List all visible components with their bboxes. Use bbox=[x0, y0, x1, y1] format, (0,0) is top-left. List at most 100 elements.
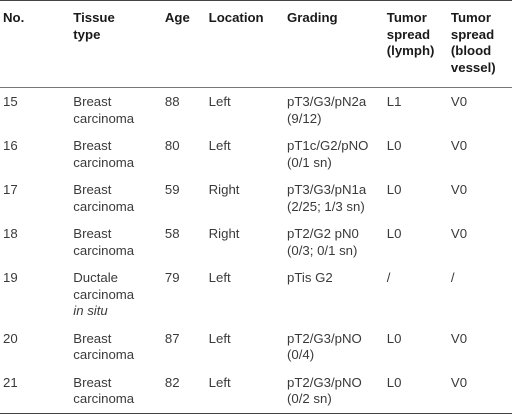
cell-location-value: Left bbox=[208, 270, 231, 285]
header-lymph-line: (lymph) bbox=[386, 43, 435, 58]
cell-tissue: Breast carcinoma bbox=[73, 220, 165, 264]
cell-no: 20 bbox=[0, 325, 73, 369]
cell-tissue-line: carcinoma bbox=[73, 391, 135, 406]
cell-location: Left bbox=[209, 264, 287, 325]
cell-grading: pT2/G3/pNO (0/2 sn) bbox=[287, 369, 387, 414]
cell-location-value: Left bbox=[208, 94, 231, 109]
cell-tissue-line: in situ bbox=[73, 303, 108, 318]
cell-lymph-value: L0 bbox=[386, 226, 402, 241]
cell-age: 58 bbox=[165, 220, 209, 264]
cell-tissue: Breast carcinoma bbox=[73, 176, 165, 220]
cell-no-value: 18 bbox=[3, 226, 18, 241]
cell-vessel-value: V0 bbox=[450, 94, 468, 109]
table-row: 19 Ductale carcinoma in situ 79 Left pTis G2// bbox=[0, 264, 512, 325]
header-tissue-line: type bbox=[73, 26, 101, 42]
cell-tissue-line: Breast bbox=[73, 182, 112, 197]
header-grading-label: Grading bbox=[287, 10, 338, 25]
cell-no-value: 20 bbox=[3, 330, 18, 346]
header-vessel-line: (blood bbox=[450, 43, 492, 58]
cell-lymph-value: L1 bbox=[386, 94, 402, 109]
cell-age-value: 88 bbox=[164, 94, 180, 109]
cell-vessel-value: / bbox=[450, 270, 455, 285]
cell-age: 59 bbox=[165, 176, 209, 220]
cell-lymph-value: / bbox=[386, 270, 391, 285]
cell-age-value: 87 bbox=[164, 330, 180, 346]
cell-location: Right bbox=[209, 220, 287, 264]
cell-lymph-value: L0 bbox=[386, 182, 402, 197]
cell-age-value: 82 bbox=[164, 374, 180, 390]
cell-grading: pT3/G3/pN2a (9/12) bbox=[287, 88, 387, 133]
cell-tissue-line: carcinoma bbox=[73, 286, 135, 302]
cell-grading-line: pT2/G3/pNO bbox=[287, 330, 362, 346]
cell-lymph: / bbox=[387, 264, 451, 325]
cell-age-value: 80 bbox=[164, 138, 180, 153]
header-grading: Grading bbox=[287, 1, 387, 88]
cell-no-value: 19 bbox=[3, 270, 18, 285]
cell-tissue: Breast carcinoma bbox=[73, 132, 165, 176]
header-no: No. bbox=[0, 1, 73, 88]
cell-tissue-line: carcinoma bbox=[73, 347, 135, 362]
cell-tissue-line: Breast bbox=[73, 94, 112, 109]
cell-no: 19 bbox=[0, 264, 73, 325]
cell-grading-line: pT3/G3/pN1a bbox=[287, 182, 367, 197]
cell-tissue-line: Ductale bbox=[73, 270, 118, 285]
table-row: 18 Breast carcinoma 58 Right pT2/G2 pN0 (0/3; … bbox=[0, 220, 512, 264]
cell-no-value: 21 bbox=[3, 374, 18, 390]
cell-tissue: Ductale carcinoma in situ bbox=[73, 264, 165, 325]
cell-age-value: 79 bbox=[164, 270, 180, 285]
cell-age: 88 bbox=[165, 88, 209, 133]
header-row: No. Tissue type Age Location Grading Tum… bbox=[0, 0, 512, 88]
header-tissue-line: Tissue bbox=[73, 10, 115, 25]
header-tissue: Tissue type bbox=[73, 1, 165, 88]
cell-lymph: L1 bbox=[387, 88, 451, 133]
header-lymph: Tumor spread (lymph) bbox=[387, 1, 451, 88]
cell-no: 15 bbox=[0, 88, 73, 133]
cell-no: 21 bbox=[0, 369, 73, 414]
cell-tissue-line: Breast bbox=[73, 138, 112, 153]
cell-lymph: L0 bbox=[387, 176, 451, 220]
cell-lymph: L0 bbox=[387, 220, 451, 264]
cell-location-value: Left bbox=[208, 138, 231, 153]
cell-grading-line: pT2/G3/pNO bbox=[287, 374, 362, 390]
cell-lymph: L0 bbox=[387, 132, 451, 176]
cell-vessel: V0 bbox=[451, 88, 512, 133]
cell-vessel-value: V0 bbox=[450, 330, 468, 346]
cell-grading: pT2/G3/pNO (0/4) bbox=[287, 325, 387, 369]
cell-age: 82 bbox=[165, 369, 209, 414]
cell-grading-line: pT1c/G2/pNO bbox=[287, 138, 369, 153]
cell-location: Left bbox=[209, 325, 287, 369]
header-vessel-line: spread bbox=[450, 26, 495, 42]
cell-tissue-line: carcinoma bbox=[73, 242, 135, 258]
cell-vessel: V0 bbox=[451, 176, 512, 220]
cell-grading: pT1c/G2/pNO (0/1 sn) bbox=[287, 132, 387, 176]
cell-vessel: V0 bbox=[451, 220, 512, 264]
cell-no: 17 bbox=[0, 176, 73, 220]
header-lymph-line: Tumor bbox=[386, 10, 427, 25]
cell-lymph-value: L0 bbox=[386, 138, 402, 153]
cell-grading-line: (0/4) bbox=[287, 347, 315, 362]
cell-tissue-line: carcinoma bbox=[73, 198, 135, 214]
cell-vessel: V0 bbox=[451, 369, 512, 414]
cell-age-value: 58 bbox=[164, 226, 180, 241]
header-vessel-line: vessel) bbox=[450, 59, 496, 75]
cell-grading-line: pT2/G2 pN0 bbox=[287, 226, 359, 241]
cell-location: Left bbox=[209, 369, 287, 414]
cell-location-value: Left bbox=[208, 374, 231, 390]
cell-grading-line: (0/2 sn) bbox=[287, 391, 332, 406]
cell-grading-line: (9/12) bbox=[287, 110, 322, 126]
cell-vessel: / bbox=[451, 264, 512, 325]
cell-no-value: 17 bbox=[3, 182, 18, 197]
header-location-label: Location bbox=[208, 10, 264, 25]
cell-vessel-value: V0 bbox=[450, 182, 468, 197]
cell-grading-line: (0/1 sn) bbox=[287, 154, 332, 170]
cell-tissue-line: Breast bbox=[73, 226, 112, 241]
table-body: 15 Breast carcinoma 88 Left pT3/G3/pN2a (9/12)… bbox=[0, 88, 512, 414]
cell-tissue-line: carcinoma bbox=[73, 110, 135, 126]
cell-no-value: 16 bbox=[3, 138, 18, 153]
cell-grading-line: (0/3; 0/1 sn) bbox=[287, 242, 358, 258]
cell-age: 80 bbox=[165, 132, 209, 176]
cell-vessel: V0 bbox=[451, 325, 512, 369]
cell-tissue-line: Breast bbox=[73, 374, 112, 390]
table-row: 15 Breast carcinoma 88 Left pT3/G3/pN2a (9/12)… bbox=[0, 88, 512, 133]
